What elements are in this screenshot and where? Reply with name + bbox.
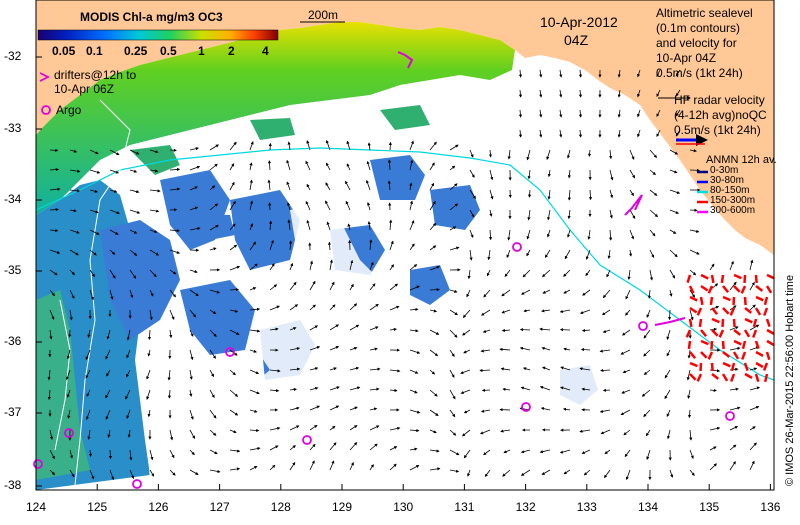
radar-arrow (723, 319, 724, 327)
radar-arrow (701, 363, 702, 371)
velocity-arrow (390, 143, 391, 150)
altimetric-legend-line: (0.1m contours) (656, 21, 740, 35)
y-tick-label: -37 (4, 405, 21, 419)
radar-arrow (689, 341, 690, 349)
y-tick-label: -38 (4, 478, 21, 492)
y-tick-label: -34 (4, 192, 21, 206)
hf-radar-legend-line: 0.5m/s (1kt 24h) (674, 123, 761, 137)
hf-radar-legend-line: HF radar velocity (674, 93, 765, 107)
x-tick-label: 129 (332, 500, 352, 514)
velocity-arrow (483, 390, 490, 391)
radar-arrow (711, 297, 712, 305)
x-tick-label: 127 (210, 500, 230, 514)
x-tick-label: 136 (760, 500, 780, 514)
radar-arrow (756, 275, 757, 283)
radar-arrow (765, 374, 767, 382)
radar-arrow (745, 297, 746, 305)
velocity-arrow (110, 450, 111, 459)
colorbar (38, 30, 278, 40)
argo-label: Argo (56, 103, 81, 117)
velocity-arrow (70, 330, 71, 337)
velocity-arrow (670, 310, 671, 319)
x-tick-label: 134 (638, 500, 658, 514)
altimetric-legend-line: Altimetric sealevel (656, 6, 753, 20)
x-tick-label: 132 (516, 500, 536, 514)
date-label: 10-Apr-2012 (540, 14, 618, 30)
colorbar-tick-label: 0.25 (124, 44, 147, 58)
credit-text: © IMOS 26-Mar-2015 22:56:00 Hobart time (784, 275, 796, 486)
scale-bar-label: 200m (308, 8, 338, 22)
velocity-arrow (604, 390, 610, 391)
radar-arrow (745, 275, 746, 283)
colorbar-title: MODIS Chl-a mg/m3 OC3 (80, 10, 223, 24)
velocity-arrow (430, 290, 439, 291)
y-tick-label: -32 (4, 49, 21, 63)
radar-arrow (723, 341, 724, 349)
x-tick-label: 131 (454, 500, 474, 514)
radar-arrow (700, 319, 701, 327)
radar-arrow (712, 341, 713, 349)
x-tick-label: 128 (271, 500, 291, 514)
velocity-arrow (50, 150, 58, 151)
velocity-arrow (50, 210, 58, 211)
radar-arrow (722, 275, 723, 283)
altimetric-legend-line: 10-Apr 04Z (656, 51, 716, 65)
radar-arrow (701, 297, 702, 305)
colorbar-tick-label: 0.5 (160, 44, 177, 58)
anmn-item-label: 300-600m (710, 205, 755, 216)
velocity-arrow (521, 330, 530, 331)
x-tick-label: 130 (393, 500, 413, 514)
x-tick-label: 126 (148, 500, 168, 514)
altimetric-legend-line: 0.5m/s (1kt 24h) (656, 66, 743, 80)
radar-arrow (712, 275, 713, 283)
velocity-arrow (230, 290, 238, 291)
time-label: 04Z (564, 32, 588, 48)
radar-arrow (734, 297, 735, 305)
x-tick-label: 133 (577, 500, 597, 514)
y-tick-label: -33 (4, 121, 21, 135)
colorbar-tick-label: 0.1 (86, 44, 103, 58)
drifters-label-2: 10-Apr 06Z (54, 82, 114, 96)
altimetric-legend-line: and velocity for (656, 36, 737, 50)
colorbar-tick-label: 1 (198, 44, 205, 58)
colorbar-tick-label: 4 (262, 44, 269, 58)
x-tick-label: 125 (87, 500, 107, 514)
colorbar-tick-label: 2 (228, 44, 235, 58)
radar-arrow (712, 363, 713, 371)
drifters-label-1: drifters@12h to (54, 68, 136, 82)
hf-radar-legend-line: (4-12h avg)noQC (674, 108, 767, 122)
colorbar-tick-label: 0.05 (52, 44, 75, 58)
x-tick-label: 124 (26, 500, 46, 514)
radar-arrow (734, 319, 735, 327)
x-tick-label: 135 (699, 500, 719, 514)
radar-arrow (690, 319, 691, 327)
y-tick-label: -36 (4, 334, 21, 348)
y-tick-label: -35 (4, 263, 21, 277)
